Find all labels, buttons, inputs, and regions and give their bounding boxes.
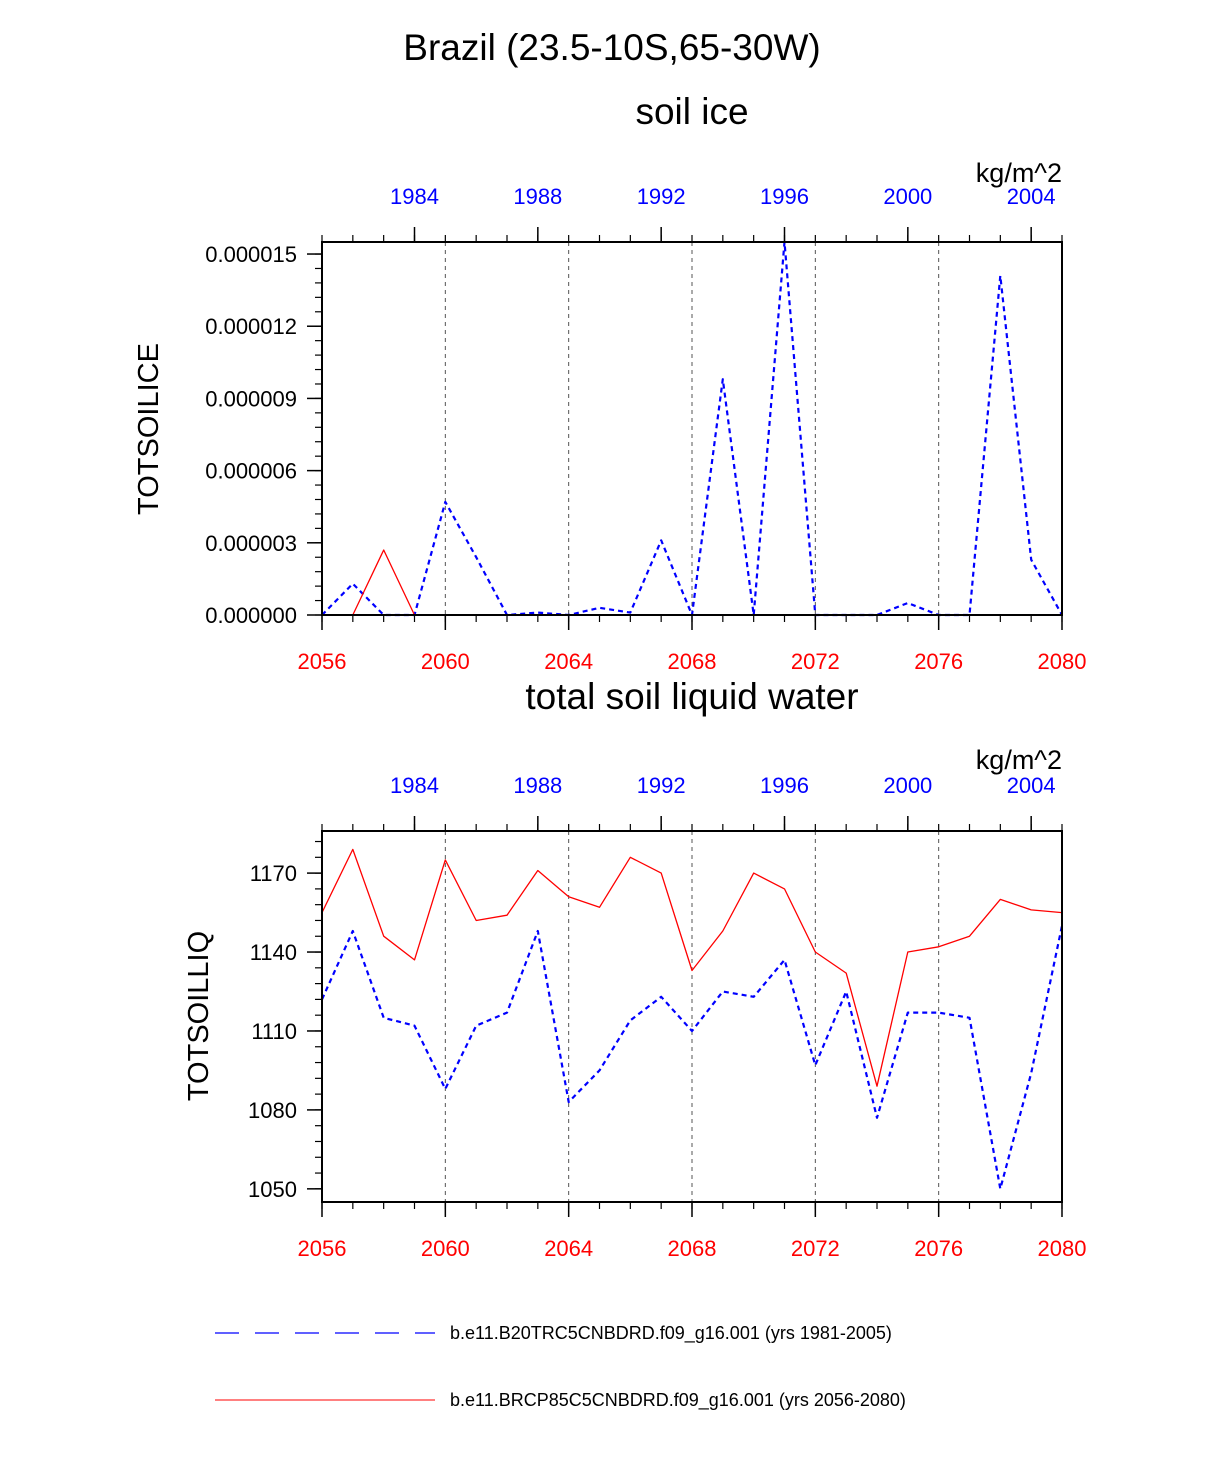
soil-ice-top-tick-label: 2000 (883, 184, 932, 209)
soil-ice-top-tick-label: 1992 (637, 184, 686, 209)
soil-liquid-y-tick-label: 1080 (248, 1098, 297, 1123)
soil-ice-bottom-tick-label: 2080 (1038, 649, 1087, 674)
soil-liquid-top-tick-label: 1996 (760, 773, 809, 798)
soil-liquid-top-tick-label: 1992 (637, 773, 686, 798)
soil-ice-top-tick-label: 1984 (390, 184, 439, 209)
soil-ice-plot-frame (321, 241, 1063, 616)
soil-liquid-top-tick-label: 2004 (1007, 773, 1056, 798)
soil-liquid-y-tick-label: 1110 (251, 1019, 297, 1044)
soil-liquid-y-tick-label: 1170 (250, 861, 297, 886)
soil-liquid-bottom-tick-label: 2068 (668, 1236, 717, 1261)
soil-liquid-historical-line (320, 925, 1064, 1190)
soil-liquid-units: kg/m^2 (976, 745, 1062, 775)
soil-liquid-future-line (321, 848, 1063, 1087)
soil-ice-y-tick-label: 0.000015 (205, 242, 297, 267)
soil-ice-units: kg/m^2 (976, 158, 1062, 188)
soil-liquid-bottom-tick-label: 2064 (544, 1236, 593, 1261)
soil-ice-bottom-tick-label: 2064 (544, 649, 593, 674)
soil-liquid-bottom-tick-label: 2060 (421, 1236, 470, 1261)
soil-liquid-top-tick-label: 2000 (883, 773, 932, 798)
soil-ice-y-tick-label: 0.000006 (205, 459, 297, 484)
soil-ice-panel: soil ice kg/m^2 TOTSOILICE 2056 2060 2064 2… (133, 91, 1086, 674)
soil-liquid-plot-frame (321, 830, 1063, 1203)
soil-ice-y-tick-label: 0.000003 (205, 531, 297, 556)
soil-liquid-panel: total soil liquid water kg/m^2 TOTSOILLI… (183, 676, 1086, 1261)
soil-liquid-bottom-tick-label: 2076 (914, 1236, 963, 1261)
soil-ice-bottom-tick-label: 2076 (914, 649, 963, 674)
soil-liquid-bottom-tick-label: 2080 (1038, 1236, 1087, 1261)
legend-future-label: b.e11.BRCP85C5CNBDRD.f09_g16.001 (yrs 20… (450, 1390, 906, 1411)
soil-ice-future-line (352, 549, 416, 616)
legend-historical-label: b.e11.B20TRC5CNBDRD.f09_g16.001 (yrs 198… (450, 1323, 892, 1344)
soil-ice-bottom-tick-label: 2068 (668, 649, 717, 674)
soil-ice-y-tick-label: 0.000009 (205, 386, 297, 411)
soil-ice-y-label: TOTSOILICE (133, 343, 165, 515)
soil-ice-title: soil ice (635, 91, 748, 132)
soil-liquid-y-label: TOTSOILLIQ (183, 931, 215, 1101)
soil-ice-top-tick-label: 1996 (760, 184, 809, 209)
soil-ice-y-tick-label: 0.000012 (205, 314, 297, 339)
soil-ice-y-tick-label: 0.000000 (205, 603, 297, 628)
soil-ice-bottom-tick-label: 2056 (298, 649, 347, 674)
soil-liquid-top-tick-label: 1984 (390, 773, 439, 798)
soil-liquid-y-tick-label: 1050 (248, 1177, 297, 1202)
soil-ice-top-tick-label: 2004 (1007, 184, 1056, 209)
soil-liquid-bottom-tick-label: 2072 (791, 1236, 840, 1261)
soil-ice-bottom-tick-label: 2060 (421, 649, 470, 674)
soil-ice-bottom-tick-label: 2072 (791, 649, 840, 674)
soil-liquid-top-tick-label: 1988 (513, 773, 562, 798)
soil-liquid-y-tick-label: 1140 (250, 940, 297, 965)
soil-liquid-title: total soil liquid water (525, 676, 858, 717)
figure-title: Brazil (23.5-10S,65-30W) (403, 27, 820, 68)
soil-ice-top-tick-label: 1988 (513, 184, 562, 209)
soil-liquid-bottom-tick-label: 2056 (298, 1236, 347, 1261)
legend: b.e11.B20TRC5CNBDRD.f09_g16.001 (yrs 198… (215, 1323, 906, 1411)
